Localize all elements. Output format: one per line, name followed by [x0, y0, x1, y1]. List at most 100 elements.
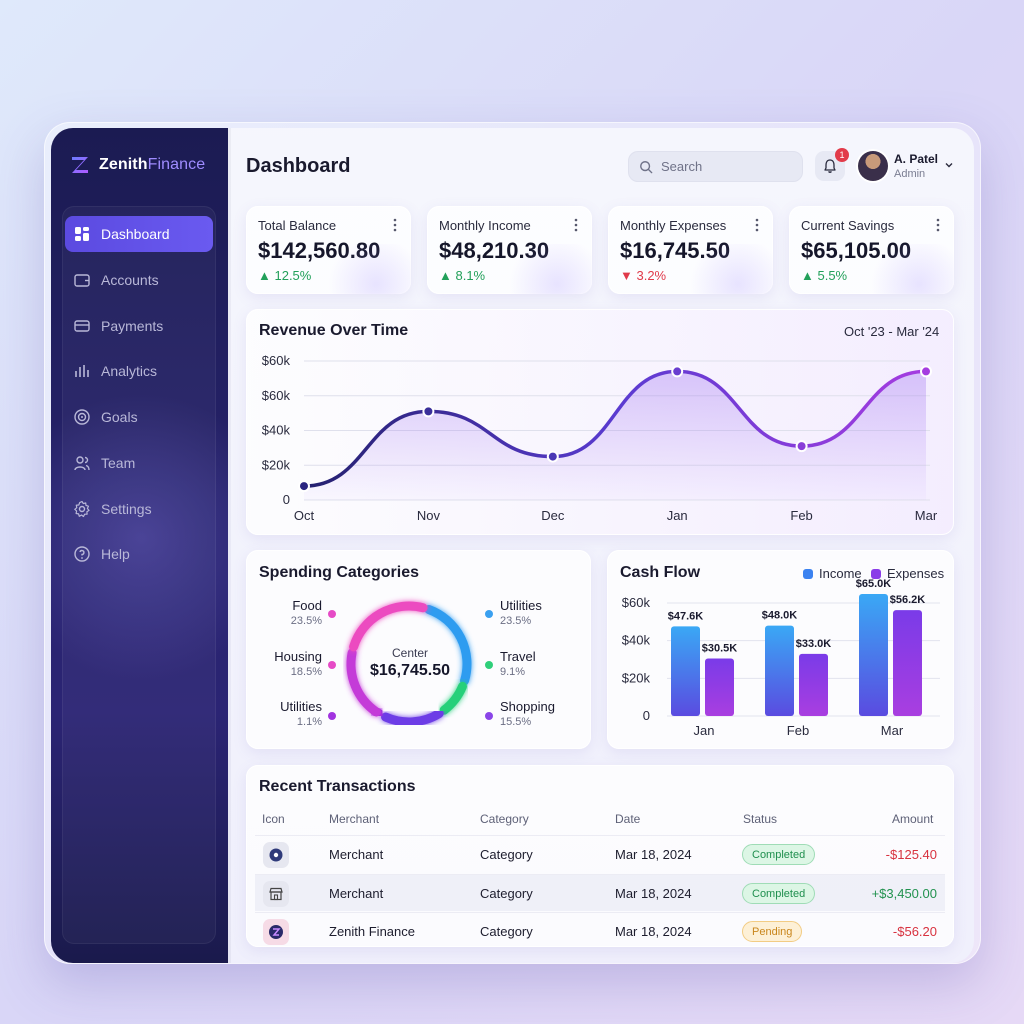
- bar-expenses-mar[interactable]: [893, 610, 922, 716]
- dashboard-grid-icon: [75, 227, 89, 241]
- col-header-amount[interactable]: Amount: [892, 812, 934, 826]
- y-tick-label: 0: [643, 708, 650, 723]
- avatar[interactable]: [858, 151, 888, 181]
- category-food-name: Food: [292, 598, 322, 613]
- col-header-icon[interactable]: Icon: [262, 812, 285, 826]
- category-dot: [485, 610, 493, 618]
- sidebar-item-analytics[interactable]: Analytics: [65, 353, 213, 389]
- sidebar-item-label: Help: [101, 546, 130, 562]
- data-point[interactable]: [795, 440, 808, 453]
- data-point[interactable]: [422, 405, 435, 418]
- table-row[interactable]: Zenith Finance Category Mar 18, 2024 Pendin…: [255, 912, 945, 946]
- category-shopping-pct: 15.5%: [500, 716, 532, 728]
- donut-slice-food[interactable]: [349, 601, 428, 652]
- notifications-button[interactable]: 1: [815, 148, 849, 181]
- cashflow-chart: 0 $20k $40k $60k $47.6K $30.5K Jan $48.0K $33.0K…: [622, 578, 940, 738]
- category-utilities-pct: 23.5%: [500, 615, 532, 627]
- donut-slice-travel[interactable]: [439, 681, 467, 715]
- data-point[interactable]: [298, 480, 310, 493]
- bar-value-label: $30.5K: [702, 643, 738, 655]
- legend-expenses-label: Expenses: [887, 566, 945, 581]
- revenue-title: Revenue Over Time: [259, 322, 409, 339]
- y-tick-label: $60k: [622, 595, 651, 610]
- sidebar-item-payments[interactable]: Payments: [65, 308, 213, 344]
- sidebar-item-team[interactable]: Team: [65, 445, 213, 481]
- category-housing-pct: 18.5%: [290, 666, 322, 678]
- search-input[interactable]: Search: [628, 151, 803, 182]
- sidebar-item-label: Dashboard: [101, 226, 170, 242]
- user-name[interactable]: A. Patel: [894, 152, 939, 166]
- chevron-down-icon[interactable]: [944, 160, 954, 170]
- category-utilities-name: Utilities: [500, 598, 542, 613]
- revenue-date-range[interactable]: Oct '23 - Mar '24: [844, 324, 940, 339]
- legend-expenses-swatch: [871, 568, 881, 579]
- status-badge: Completed: [742, 883, 816, 904]
- bar-expenses-feb[interactable]: [799, 653, 828, 716]
- col-header-category[interactable]: Category: [480, 812, 529, 826]
- user-role: Admin: [894, 168, 926, 180]
- more-vertical-icon[interactable]: [393, 218, 397, 232]
- sidebar: ZenithFinance: [51, 128, 231, 963]
- stat-label: Monthly Expenses: [620, 218, 727, 233]
- bar-income-jan[interactable]: [671, 626, 700, 716]
- status-badge: Completed: [742, 844, 816, 865]
- transactions-title: Recent Transactions: [259, 778, 416, 795]
- search-icon: [640, 160, 653, 173]
- table-row[interactable]: Merchant Category Mar 18, 2024 Completed +$3…: [255, 874, 945, 911]
- more-vertical-icon[interactable]: [574, 218, 578, 232]
- brand[interactable]: ZenithFinance: [69, 154, 205, 176]
- tx-amount: -$125.40: [885, 847, 937, 862]
- category-dot: [485, 712, 493, 720]
- bar-value-label: $33.0K: [796, 638, 832, 650]
- sidebar-item-accounts[interactable]: Accounts: [65, 262, 213, 298]
- tx-amount: -$56.20: [892, 924, 937, 939]
- tx-date: Mar 18, 2024: [615, 886, 692, 901]
- x-tick-label: Mar: [881, 723, 904, 738]
- data-point[interactable]: [546, 450, 559, 463]
- sidebar-item-dashboard[interactable]: Dashboard: [65, 216, 213, 252]
- x-tick-label: Jan: [667, 508, 688, 523]
- col-header-merchant[interactable]: Merchant: [329, 812, 380, 826]
- col-header-date[interactable]: Date: [615, 812, 641, 826]
- donut-slice-utilities[interactable]: [424, 604, 472, 686]
- tx-merchant: Merchant: [329, 847, 384, 862]
- bar-income-mar[interactable]: [859, 593, 888, 716]
- donut-slice-shopping[interactable]: [381, 709, 444, 727]
- bar-income-feb[interactable]: [765, 625, 794, 716]
- gear-badge-icon: [263, 842, 289, 868]
- status-badge: Pending: [742, 921, 803, 942]
- store-icon: [263, 881, 289, 907]
- y-tick-label: $20k: [622, 670, 651, 685]
- data-point[interactable]: [671, 365, 684, 378]
- bar-expenses-jan[interactable]: [705, 658, 734, 716]
- stat-value: $16,745.50: [620, 238, 731, 263]
- x-tick-label: Oct: [294, 508, 315, 523]
- stat-change: ▲ 8.1%: [439, 268, 486, 283]
- stat-card-monthly-expenses[interactable]: Monthly Expenses $16,745.50 ▼ 3.2%: [608, 206, 773, 294]
- more-vertical-icon[interactable]: [936, 218, 940, 232]
- zenith-logo-icon: [263, 919, 289, 945]
- stat-change: ▼ 3.2%: [620, 268, 667, 283]
- revenue-chart: 0 $20k $40k $60k $60k Oct Nov Dec Jan Feb Mar: [262, 353, 938, 523]
- tx-category: Category: [480, 924, 533, 939]
- stat-label: Total Balance: [258, 218, 337, 233]
- stat-card-total-balance[interactable]: Total Balance $142,560.80 ▲ 12.5%: [246, 206, 411, 294]
- sidebar-item-settings[interactable]: Settings: [65, 491, 213, 527]
- stat-card-monthly-income[interactable]: Monthly Income $48,210.30 ▲ 8.1%: [427, 206, 592, 294]
- stat-label: Current Savings: [801, 218, 895, 233]
- donut-slice-housing[interactable]: [346, 648, 381, 717]
- x-tick-label: Mar: [915, 508, 938, 523]
- stat-card-current-savings[interactable]: Current Savings $65,105.00 ▲ 5.5%: [789, 206, 954, 294]
- data-point[interactable]: [920, 365, 932, 378]
- gear-icon: [74, 500, 90, 518]
- bar-value-label: $48.0K: [762, 610, 798, 622]
- category-shopping-name: Shopping: [500, 699, 555, 714]
- sidebar-item-goals[interactable]: Goals: [65, 399, 213, 435]
- spending-title: Spending Categories: [259, 564, 420, 581]
- stat-change: ▲ 12.5%: [258, 268, 312, 283]
- table-row[interactable]: Merchant Category Mar 18, 2024 Completed -$1…: [255, 835, 945, 872]
- more-vertical-icon[interactable]: [755, 218, 759, 232]
- stat-value: $65,105.00: [801, 238, 912, 263]
- sidebar-item-help[interactable]: Help: [65, 536, 213, 572]
- col-header-status[interactable]: Status: [743, 812, 778, 826]
